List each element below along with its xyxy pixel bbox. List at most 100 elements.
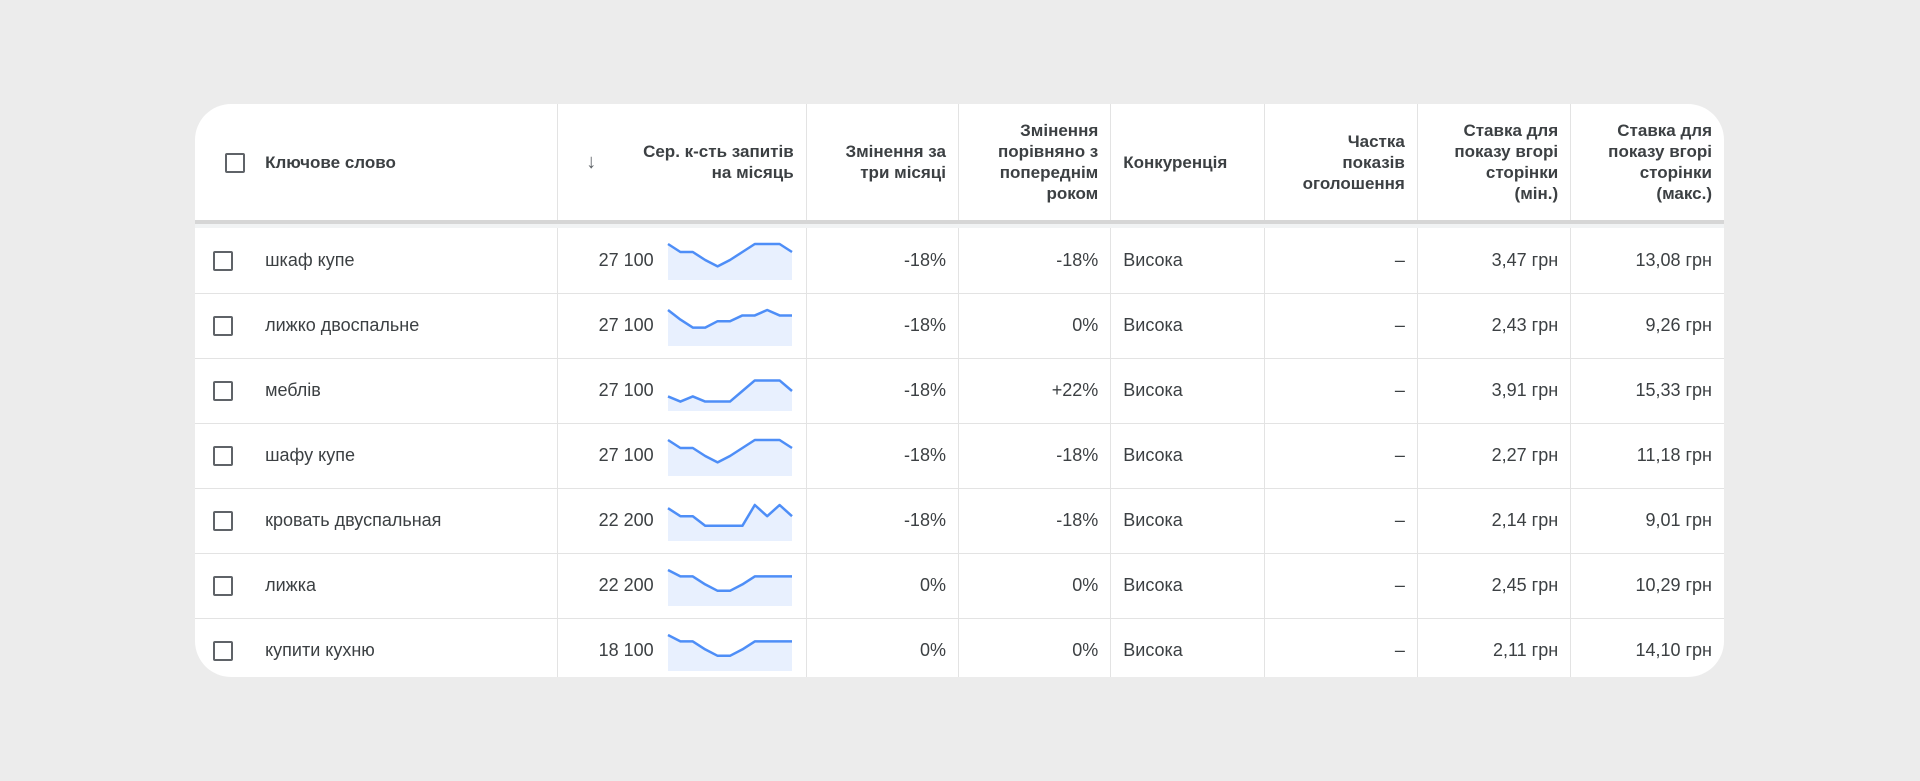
- competition-cell: Висока: [1110, 423, 1265, 489]
- row-checkbox[interactable]: [213, 511, 233, 532]
- three-month-change-cell: -18%: [806, 228, 959, 294]
- top-bid-low-cell: 2,14 грн: [1417, 488, 1572, 554]
- header-yoy-change[interactable]: Змінення порівняно з попереднім роком: [958, 104, 1112, 222]
- select-all-checkbox[interactable]: [225, 152, 246, 173]
- arrow-down-icon[interactable]: ↓: [586, 150, 597, 173]
- header-keyword[interactable]: Ключове слово: [257, 104, 559, 222]
- row-checkbox[interactable]: [213, 576, 233, 597]
- impression-share-cell: –: [1264, 488, 1418, 554]
- volume-value: 27 100: [598, 249, 654, 270]
- volume-cell: 27 100: [557, 423, 807, 489]
- trend-area: [667, 439, 792, 476]
- trend-line: [667, 568, 792, 592]
- top-bid-low-cell: 3,47 грн: [1417, 228, 1572, 294]
- top-bid-high-cell: 9,01 грн: [1570, 488, 1724, 554]
- table-row[interactable]: лижко двоспальне 27 100 -18% 0% Висока –…: [195, 293, 1724, 359]
- table-row[interactable]: купити кухню 18 100 0% 0% Висока – 2,11 …: [195, 618, 1724, 677]
- top-bid-high-cell: 13,08 грн: [1570, 228, 1724, 294]
- row-checkbox-cell: [195, 618, 257, 677]
- row-checkbox[interactable]: [213, 250, 233, 271]
- header-volume-label: Сер. к-сть запитів на місяць: [643, 142, 794, 182]
- impression-share-cell: –: [1264, 618, 1418, 677]
- header-three-month-change[interactable]: Змінення за три місяці: [806, 104, 959, 222]
- competition-cell: Висока: [1110, 618, 1265, 677]
- three-month-change-cell: -18%: [806, 358, 959, 424]
- trend-area: [667, 504, 792, 541]
- three-month-change-cell: 0%: [806, 618, 959, 677]
- impression-share-cell: –: [1264, 228, 1418, 294]
- row-checkbox[interactable]: [213, 316, 233, 337]
- trend-area: [667, 244, 792, 281]
- row-checkbox[interactable]: [213, 381, 233, 402]
- header-divider: [195, 222, 1724, 228]
- yoy-change-cell: -18%: [958, 423, 1112, 489]
- trend-line: [666, 438, 793, 464]
- volume-value: 18 100: [598, 640, 654, 661]
- row-checkbox-cell: [195, 423, 258, 489]
- table-row[interactable]: шкаф купе 27 100 -18% -18% Висока – 3,47…: [195, 228, 1724, 294]
- keyword-table: Ключове слово ↓ Сер. к-сть запитів на мі…: [195, 104, 1724, 677]
- impression-share-cell: –: [1264, 293, 1418, 359]
- keyword-cell: шкаф купе: [257, 228, 559, 294]
- trend-area: [667, 569, 792, 606]
- keyword-cell: меблів: [257, 358, 559, 424]
- competition-cell: Висока: [1110, 228, 1265, 294]
- keyword-ideas-card: Ключове слово ↓ Сер. к-сть запитів на мі…: [195, 104, 1724, 677]
- header-avg-monthly-searches[interactable]: ↓ Сер. к-сть запитів на місяць: [557, 104, 807, 222]
- volume-value: 27 100: [598, 445, 654, 465]
- trend-area: [667, 379, 792, 411]
- volume-cell: 22 200: [557, 488, 807, 554]
- table-row[interactable]: шафу купе 27 100 -18% -18% Висока – 2,27…: [195, 423, 1724, 489]
- top-bid-low-cell: 3,91 грн: [1417, 358, 1572, 424]
- competition-cell: Висока: [1110, 553, 1265, 619]
- yoy-change-cell: 0%: [958, 293, 1112, 359]
- top-bid-high-cell: 9,26 грн: [1570, 293, 1724, 359]
- volume-cell: 27 100: [557, 358, 807, 424]
- competition-cell: Висока: [1110, 488, 1265, 554]
- top-bid-low-cell: 2,11 грн: [1417, 618, 1572, 677]
- table-row[interactable]: кровать двуспальная 22 200 -18% -18% Вис…: [195, 488, 1724, 554]
- keyword-cell: лижко двоспальне: [257, 293, 559, 359]
- header-competition[interactable]: Конкуренція: [1110, 104, 1265, 222]
- three-month-change-cell: -18%: [806, 423, 959, 489]
- yoy-change-cell: 0%: [958, 553, 1112, 619]
- trend-line: [667, 633, 792, 657]
- table-body: шкаф купе 27 100 -18% -18% Висока – 3,47…: [195, 222, 1724, 677]
- yoy-change-cell: +22%: [958, 358, 1112, 424]
- table-row[interactable]: лижка 22 200 0% 0% Висока – 2,45 грн 10,…: [195, 553, 1724, 619]
- table-row[interactable]: меблів 27 100 -18% +22% Висока – 3,91 гр…: [195, 358, 1724, 424]
- volume-value: 22 200: [598, 575, 654, 595]
- trend-line: [666, 308, 792, 329]
- yoy-change-cell: -18%: [958, 488, 1112, 554]
- volume-value: 27 100: [598, 380, 654, 400]
- trend-sparkline: [666, 308, 792, 346]
- row-checkbox-cell: [195, 488, 258, 554]
- top-bid-high-cell: 14,10 грн: [1635, 640, 1712, 661]
- keyword-cell: кровать двуспальная: [257, 488, 559, 554]
- row-checkbox-cell: [195, 293, 258, 359]
- trend-line: [666, 243, 793, 268]
- row-checkbox[interactable]: [213, 446, 233, 467]
- three-month-change-cell: -18%: [806, 293, 959, 359]
- header-top-bid-high[interactable]: Ставка для показу вгорі сторінки (макс.): [1608, 121, 1712, 203]
- volume-value: 27 100: [598, 315, 654, 335]
- yoy-change-cell: -18%: [958, 228, 1112, 294]
- top-bid-low-cell: 2,43 грн: [1417, 293, 1572, 359]
- impression-share-cell: –: [1264, 553, 1418, 619]
- keyword-cell: лижка: [257, 553, 559, 619]
- header-impression-share[interactable]: Частка показів оголошення: [1264, 104, 1418, 222]
- row-checkbox[interactable]: [213, 641, 233, 662]
- trend-sparkline: [666, 503, 793, 541]
- row-checkbox-cell: [195, 358, 258, 424]
- keyword-cell: купити кухню: [257, 618, 559, 677]
- competition-cell: Висока: [1110, 358, 1265, 424]
- header-top-bid-low[interactable]: Ставка для показу вгорі сторінки (мін.): [1417, 104, 1572, 222]
- top-bid-high-cell: 15,33 грн: [1570, 358, 1724, 424]
- row-checkbox-cell: [195, 553, 258, 619]
- three-month-change-cell: 0%: [806, 553, 959, 619]
- row-checkbox-cell: [195, 228, 258, 294]
- impression-share-cell: –: [1264, 423, 1418, 489]
- three-month-change-cell: -18%: [806, 488, 959, 554]
- keyword-cell: шафу купе: [257, 423, 559, 489]
- top-bid-high-cell: 11,18 грн: [1570, 423, 1724, 489]
